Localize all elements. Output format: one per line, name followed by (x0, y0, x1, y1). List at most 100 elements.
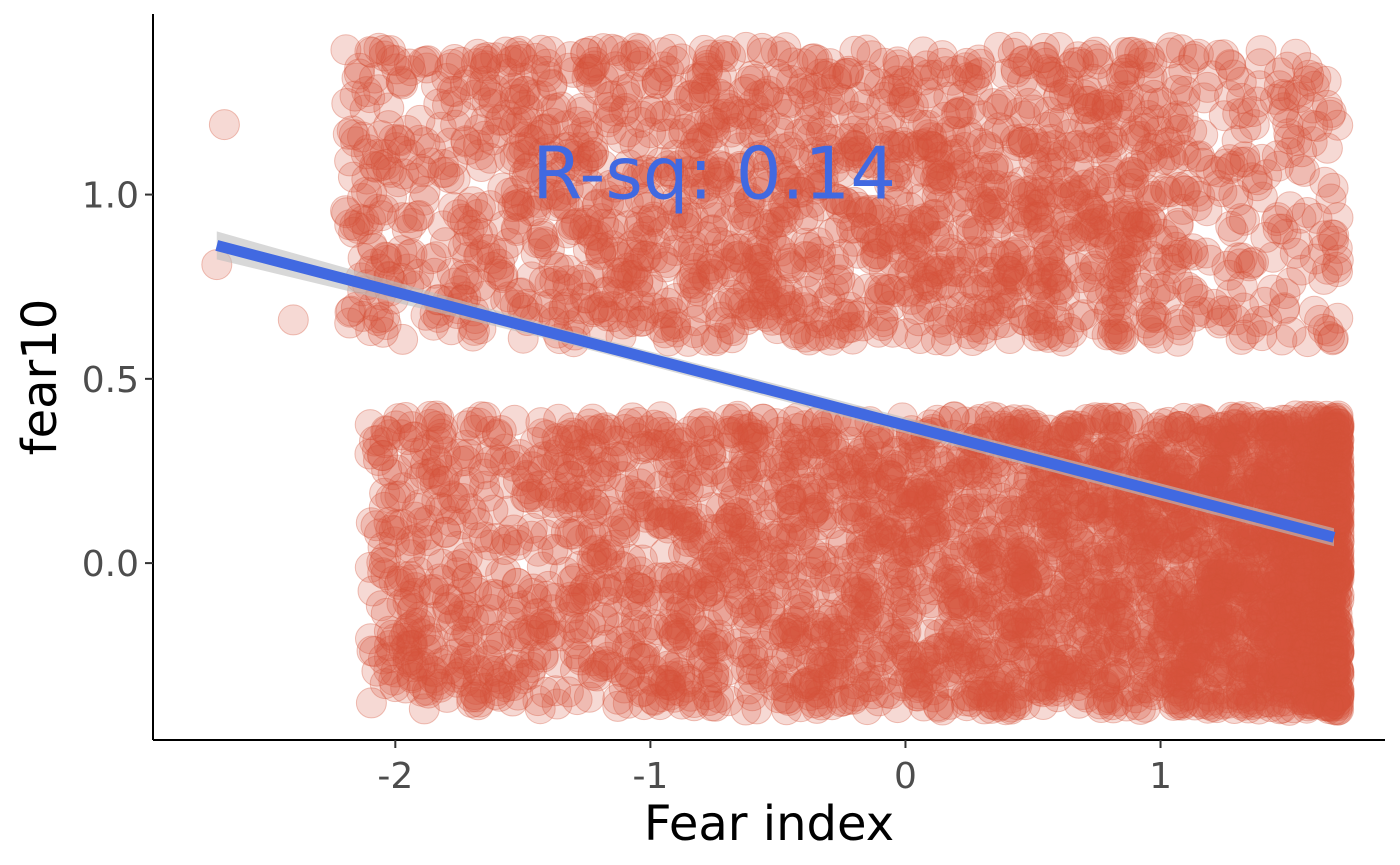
data-point (530, 55, 562, 87)
data-point (469, 52, 501, 84)
data-point (891, 77, 923, 108)
data-point (912, 77, 944, 109)
data-point (1322, 256, 1353, 288)
data-point (526, 80, 558, 112)
data-point (602, 690, 634, 722)
data-point (1065, 262, 1097, 294)
data-point (1109, 54, 1141, 86)
data-point (606, 122, 638, 154)
data-point (1080, 165, 1112, 197)
data-point (543, 252, 575, 284)
data-point (977, 88, 1009, 120)
data-point (728, 152, 760, 184)
data-point (713, 287, 744, 319)
data-point (893, 191, 925, 223)
data-point (946, 159, 978, 191)
data-point (1218, 178, 1250, 210)
data-point (899, 228, 931, 260)
data-point (353, 134, 385, 166)
data-point (404, 104, 436, 136)
data-point (749, 160, 781, 192)
data-point (504, 41, 536, 72)
data-point (1007, 297, 1038, 329)
data-point (733, 200, 765, 232)
data-point (1292, 326, 1324, 358)
data-point (1178, 43, 1210, 75)
data-point (484, 248, 516, 280)
data-point (592, 91, 624, 123)
data-point (1317, 225, 1349, 257)
data-point (842, 237, 874, 269)
data-point (513, 151, 545, 183)
data-point (498, 404, 530, 436)
data-point (788, 67, 820, 99)
data-point (725, 242, 757, 274)
data-point (1246, 181, 1278, 213)
data-point (1030, 147, 1062, 179)
data-point (536, 69, 568, 101)
data-point (925, 122, 957, 154)
data-point (1266, 324, 1298, 356)
data-point (1023, 218, 1055, 250)
data-point (1112, 183, 1144, 214)
data-point (511, 162, 543, 194)
data-point (1314, 99, 1346, 131)
data-point (1034, 202, 1066, 234)
data-point (702, 167, 734, 198)
data-point (425, 111, 457, 143)
data-point (1060, 222, 1092, 254)
data-point (335, 295, 367, 327)
data-point (438, 192, 470, 223)
data-point (470, 50, 501, 82)
data-point (731, 298, 763, 330)
data-point (1026, 177, 1057, 209)
data-point (741, 244, 773, 276)
data-point (1302, 110, 1333, 142)
data-point (368, 40, 400, 72)
data-point (934, 140, 966, 172)
data-point (790, 227, 822, 259)
data-point (339, 80, 371, 112)
data-point (411, 52, 443, 84)
data-point (776, 65, 807, 96)
data-point (354, 36, 386, 68)
data-point (1286, 136, 1318, 168)
data-point (439, 44, 471, 75)
data-point (423, 88, 455, 120)
data-point (951, 47, 983, 79)
data-point (538, 250, 570, 282)
data-point (653, 155, 685, 187)
data-point (671, 208, 703, 240)
data-point (879, 129, 911, 161)
data-point (660, 185, 692, 217)
data-point (815, 134, 847, 166)
data-point (1154, 37, 1186, 69)
data-point (916, 271, 948, 303)
data-point (986, 273, 1018, 304)
data-point (1228, 292, 1260, 324)
data-point (410, 45, 442, 77)
data-point (923, 245, 955, 277)
data-point (476, 234, 508, 265)
data-point (572, 234, 604, 266)
data-point (779, 317, 811, 349)
data-point (746, 106, 778, 138)
data-point (883, 49, 914, 81)
data-point (677, 138, 709, 170)
data-point (609, 74, 641, 106)
data-point (576, 35, 608, 67)
data-point (680, 305, 711, 337)
data-point (996, 175, 1028, 207)
data-point (978, 239, 1010, 270)
data-point (1187, 119, 1219, 151)
data-point (1057, 179, 1089, 211)
data-point (678, 230, 709, 262)
data-point (1321, 251, 1353, 283)
data-point (697, 258, 729, 290)
data-point (617, 40, 649, 72)
data-point (986, 264, 1018, 296)
data-point (388, 158, 420, 190)
data-point (363, 302, 395, 334)
data-point (1214, 153, 1246, 185)
data-point (728, 76, 760, 108)
